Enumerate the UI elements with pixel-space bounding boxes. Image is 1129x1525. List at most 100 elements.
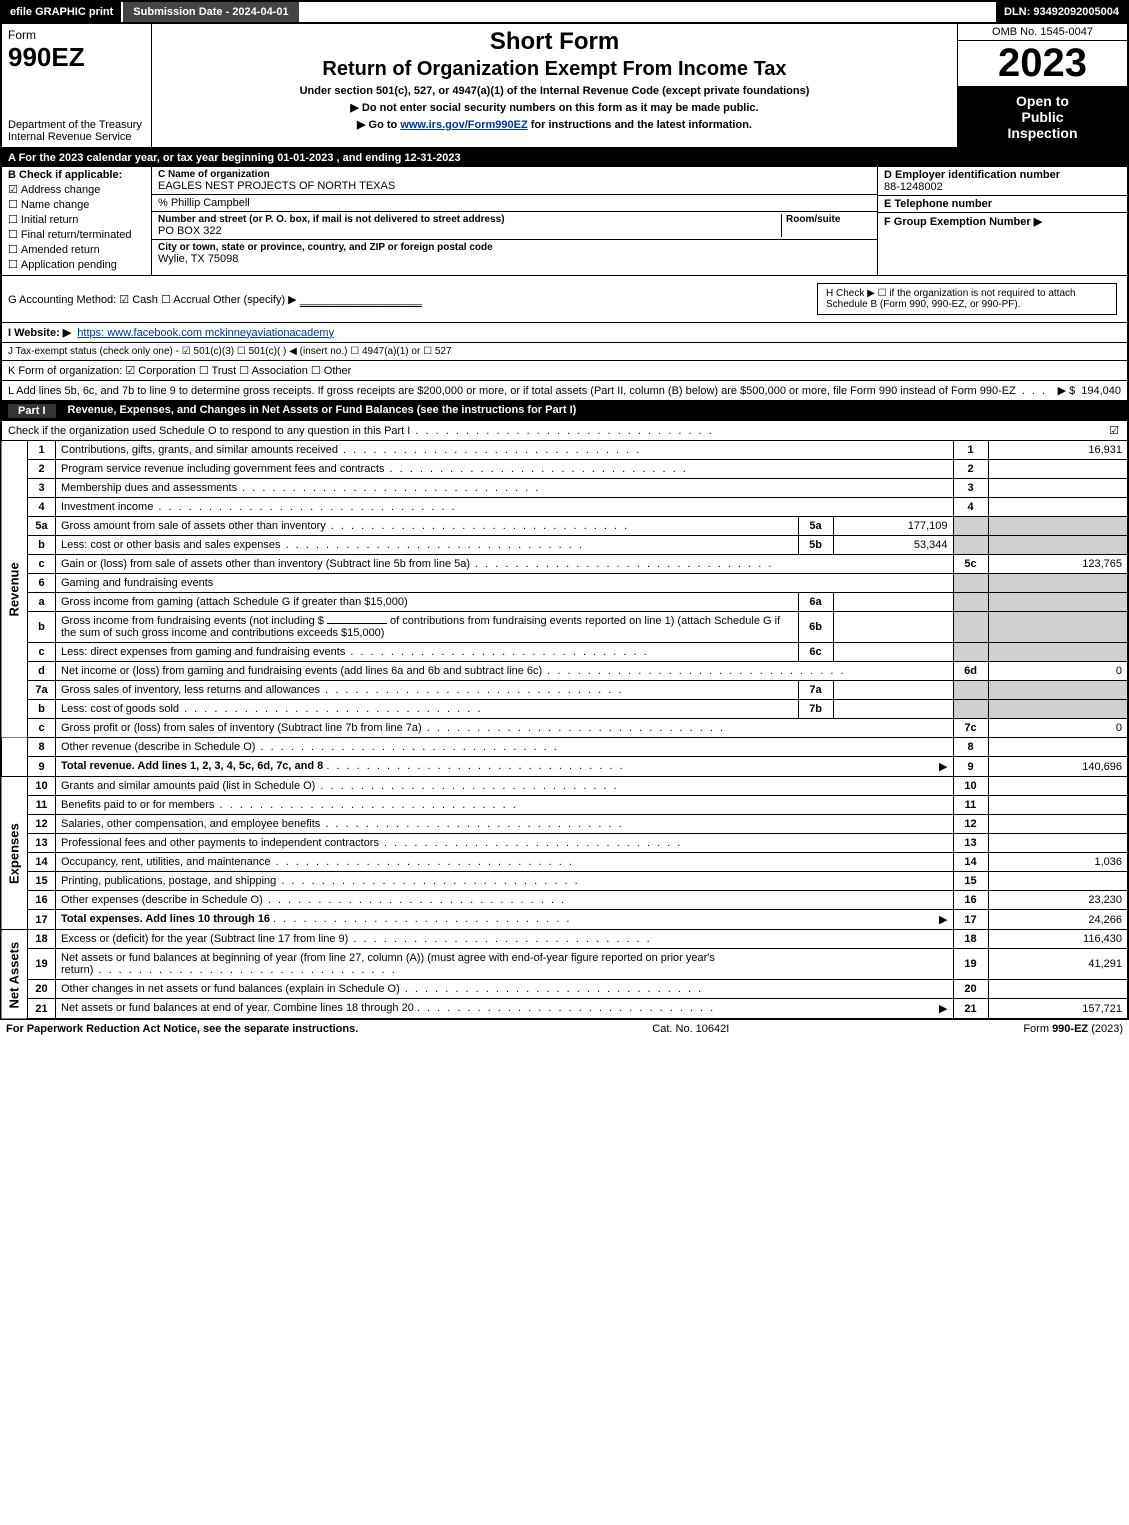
part-i-check-note: Check if the organization used Schedule … (0, 421, 1129, 441)
line-6b-mn: 6b (798, 612, 833, 643)
g-other-line[interactable]: ____________________ (300, 294, 422, 307)
line-6c-rn-shade (953, 643, 988, 662)
line-7a-mn: 7a (798, 681, 833, 700)
line-20-desc: Other changes in net assets or fund bala… (56, 980, 954, 999)
footer-right-post: (2023) (1091, 1023, 1123, 1035)
line-6c-mn: 6c (798, 643, 833, 662)
tax-exempt-row: J Tax-exempt status (check only one) - ☑… (0, 343, 1129, 361)
line-12-num: 12 (28, 815, 56, 834)
line-5a-mv: 177,109 (833, 517, 953, 536)
line-6b-d1: Gross income from fundraising events (no… (61, 615, 324, 627)
line-9-rn: 9 (953, 757, 988, 777)
line-7a-num: 7a (28, 681, 56, 700)
line-6-val-shade (988, 574, 1128, 593)
city-label: City or town, state or province, country… (158, 242, 871, 253)
line-5b-rn-shade (953, 536, 988, 555)
line-6c-num: c (28, 643, 56, 662)
footer-mid: Cat. No. 10642I (652, 1023, 729, 1035)
line-6d-rn: 6d (953, 662, 988, 681)
schedule-o-checkbox[interactable] (1109, 424, 1121, 437)
line-21-desc: Net assets or fund balances at end of ye… (61, 1002, 414, 1014)
street-value: PO BOX 322 (158, 225, 781, 237)
schedule-o-note: Check if the organization used Schedule … (8, 425, 1103, 437)
chk-address-change[interactable]: Address change (8, 183, 145, 196)
line-20-num: 20 (28, 980, 56, 999)
footer-right: Form 990-EZ (2023) (1023, 1023, 1123, 1035)
title-block: Short Form Return of Organization Exempt… (152, 24, 957, 147)
efile-label[interactable]: efile GRAPHIC print (2, 2, 121, 22)
part-i-title: Revenue, Expenses, and Changes in Net As… (68, 404, 577, 418)
col-de: D Employer identification number 88-1248… (877, 167, 1127, 275)
line-3-num: 3 (28, 479, 56, 498)
open-line3: Inspection (960, 125, 1125, 141)
line-21-arrow: ▶ (939, 1002, 947, 1015)
line-6-num: 6 (28, 574, 56, 593)
line-2-desc: Program service revenue including govern… (56, 460, 954, 479)
line-5b-mn: 5b (798, 536, 833, 555)
chk-application-pending[interactable]: Application pending (8, 258, 145, 271)
instructions-link[interactable]: www.irs.gov/Form990EZ (400, 119, 527, 131)
ein-label: D Employer identification number (884, 169, 1121, 181)
line-1-num: 1 (28, 441, 56, 460)
line-17-desc: Total expenses. Add lines 10 through 16 (61, 913, 270, 925)
chk-final-return[interactable]: Final return/terminated (8, 228, 145, 241)
line-13-rn: 13 (953, 834, 988, 853)
form-meta: Form 990EZ Department of the Treasury In… (2, 24, 152, 147)
line-6d-desc: Net income or (loss) from gaming and fun… (56, 662, 954, 681)
line-15-rn: 15 (953, 872, 988, 891)
line-11-rn: 11 (953, 796, 988, 815)
line-14-num: 14 (28, 853, 56, 872)
submission-date: Submission Date - 2024-04-01 (121, 2, 298, 22)
line-11-val (988, 796, 1128, 815)
form-number: 990EZ (8, 42, 145, 73)
line-10-val (988, 777, 1128, 796)
line-10-rn: 10 (953, 777, 988, 796)
line-13-desc: Professional fees and other payments to … (56, 834, 954, 853)
line-17-val: 24,266 (988, 910, 1128, 930)
right-meta: OMB No. 1545-0047 2023 Open to Public In… (957, 24, 1127, 147)
line-10-num: 10 (28, 777, 56, 796)
line-4-rn: 4 (953, 498, 988, 517)
line-11-desc: Benefits paid to or for members (56, 796, 954, 815)
tax-year: 2023 (958, 41, 1127, 87)
line-8-val (988, 738, 1128, 757)
chk-initial-return[interactable]: Initial return (8, 213, 145, 226)
line-6a-mv (833, 593, 953, 612)
line-19-rn: 19 (953, 949, 988, 980)
line-6a-rn-shade (953, 593, 988, 612)
line-14-val: 1,036 (988, 853, 1128, 872)
line-5a-val-shade (988, 517, 1128, 536)
website-row: I Website: ▶ https: www.facebook.com mck… (0, 323, 1129, 343)
line-21-dots (417, 1002, 715, 1014)
line-2-num: 2 (28, 460, 56, 479)
city-row: City or town, state or province, country… (152, 240, 877, 267)
line-6b-blank[interactable] (327, 623, 387, 624)
title-main: Return of Organization Exempt From Incom… (162, 58, 947, 81)
chk-name-change[interactable]: Name change (8, 198, 145, 211)
sub3-pre: ▶ Go to (357, 119, 400, 131)
line-5c-val: 123,765 (988, 555, 1128, 574)
omb-number: OMB No. 1545-0047 (958, 24, 1127, 41)
co-label: % Phillip Campbell (158, 197, 871, 209)
line-21-rn: 21 (953, 999, 988, 1020)
check-if-applicable: B Check if applicable: Address change Na… (2, 167, 152, 275)
group-exemption-row: F Group Exemption Number ▶ (878, 213, 1127, 275)
line-5a-desc: Gross amount from sale of assets other t… (56, 517, 799, 536)
website-link[interactable]: https: www.facebook.com mckinneyaviation… (77, 327, 334, 339)
part-i-table: Revenue 1 Contributions, gifts, grants, … (0, 441, 1129, 1020)
line-3-desc: Membership dues and assessments (56, 479, 954, 498)
title-short-form: Short Form (162, 28, 947, 56)
part-i-label: Part I (8, 404, 56, 418)
expenses-tab: Expenses (1, 777, 28, 930)
group-exemption-label: F Group Exemption Number ▶ (884, 215, 1121, 228)
row-g-h: G Accounting Method: ☑ Cash ☐ Accrual Ot… (0, 276, 1129, 323)
line-11-num: 11 (28, 796, 56, 815)
subtitle-section: Under section 501(c), 527, or 4947(a)(1)… (162, 85, 947, 97)
l-dots (1022, 385, 1052, 397)
line-1-val: 16,931 (988, 441, 1128, 460)
open-line2: Public (960, 109, 1125, 125)
c-name-label: C Name of organization (158, 169, 871, 180)
street-label: Number and street (or P. O. box, if mail… (158, 214, 781, 225)
chk-amended-return[interactable]: Amended return (8, 243, 145, 256)
line-18-num: 18 (28, 930, 56, 949)
